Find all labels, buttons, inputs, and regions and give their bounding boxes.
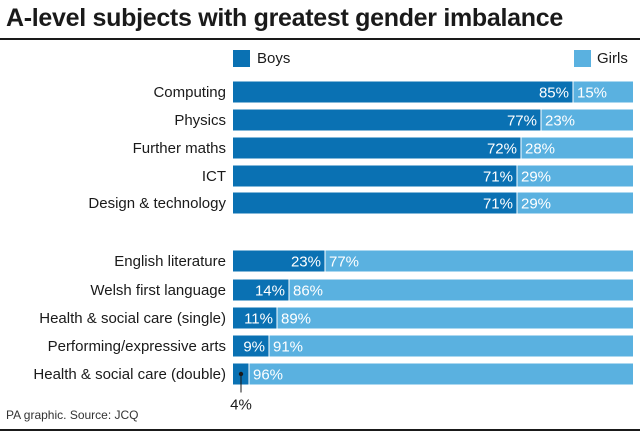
category-label: Performing/expressive arts — [48, 338, 226, 355]
annotation-label: 4% — [230, 397, 252, 414]
value-label-boys: 72% — [487, 141, 517, 158]
bar-boys — [233, 192, 517, 214]
bar-boys — [233, 250, 325, 272]
value-label-boys: 71% — [483, 196, 513, 213]
value-label-boys: 77% — [507, 113, 537, 130]
value-label-girls: 29% — [521, 169, 551, 186]
value-label-girls: 15% — [577, 85, 607, 102]
value-label-boys: 14% — [255, 283, 285, 300]
value-label-boys: 71% — [483, 169, 513, 186]
value-label-boys: 9% — [243, 339, 265, 356]
bar-girls — [269, 335, 633, 357]
chart-title: A-level subjects with greatest gender im… — [6, 4, 563, 32]
bar-boys — [233, 109, 541, 131]
category-label: Further maths — [133, 140, 226, 157]
legend-swatch-girls — [574, 50, 591, 67]
bar-separator — [268, 335, 270, 357]
value-label-girls: 96% — [253, 367, 283, 384]
annotation-dot — [238, 371, 244, 377]
source-note: PA graphic. Source: JCQ — [6, 408, 139, 422]
bar-girls — [517, 165, 633, 187]
bar-separator — [248, 363, 250, 385]
bar-boys — [233, 137, 521, 159]
category-label: Health & social care (single) — [39, 310, 226, 327]
value-label-girls: 29% — [521, 196, 551, 213]
category-label: English literature — [114, 253, 226, 270]
bar-separator — [324, 250, 326, 272]
category-label: Welsh first language — [90, 282, 226, 299]
value-label-boys: 23% — [291, 254, 321, 271]
bar-girls — [573, 81, 633, 103]
bar-separator — [540, 109, 542, 131]
bar-separator — [288, 279, 290, 301]
value-label-boys: 11% — [244, 311, 273, 328]
bottom-divider — [0, 429, 640, 431]
bar-boys — [233, 307, 277, 329]
bar-girls — [517, 192, 633, 214]
category-label: Computing — [153, 84, 226, 101]
bar-separator — [516, 192, 518, 214]
bar-girls — [249, 363, 633, 385]
bar-girls — [325, 250, 633, 272]
value-label-girls: 23% — [545, 113, 575, 130]
bar-girls — [521, 137, 633, 159]
legend-swatch-boys — [233, 50, 250, 67]
category-label: ICT — [202, 168, 226, 185]
value-label-girls: 91% — [273, 339, 303, 356]
bar-girls — [289, 279, 633, 301]
category-label: Health & social care (double) — [33, 366, 226, 383]
bar-boys — [233, 335, 269, 357]
bar-boys — [233, 165, 517, 187]
value-label-girls: 86% — [293, 283, 323, 300]
title-divider — [0, 38, 640, 40]
bar-separator — [572, 81, 574, 103]
bar-separator — [516, 165, 518, 187]
value-label-girls: 77% — [329, 254, 359, 271]
value-label-girls: 89% — [281, 311, 311, 328]
value-label-girls: 28% — [525, 141, 555, 158]
bar-boys — [233, 81, 573, 103]
legend-label-girls: Girls — [597, 50, 628, 67]
bar-boys — [233, 279, 289, 301]
bar-separator — [276, 307, 278, 329]
bar-separator — [520, 137, 522, 159]
bar-girls — [277, 307, 633, 329]
value-label-boys: 85% — [539, 85, 569, 102]
category-label: Physics — [174, 112, 226, 129]
bar-girls — [541, 109, 633, 131]
category-label: Design & technology — [88, 195, 226, 212]
legend-label-boys: Boys — [257, 50, 291, 67]
